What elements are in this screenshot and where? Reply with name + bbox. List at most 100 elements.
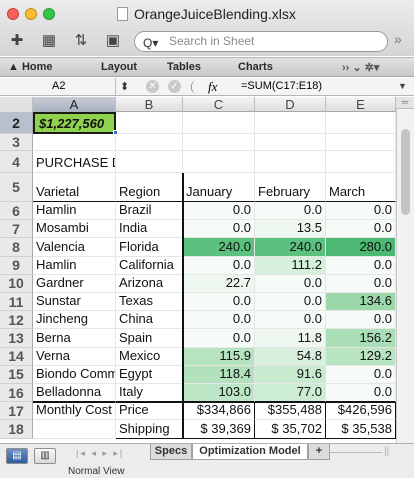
cell-b18[interactable]: Shipping (116, 420, 183, 439)
cell-d7[interactable]: 13.5 (255, 220, 326, 239)
cell-d11[interactable]: 0.0 (255, 293, 326, 312)
cell-e18[interactable]: $ 35,538 (326, 420, 396, 439)
cell-d16[interactable]: 77.0 (255, 384, 326, 403)
normal-view-button[interactable]: ▤ (6, 448, 28, 464)
cell-a8[interactable]: Valencia (33, 238, 116, 257)
cancel-icon[interactable]: ✕ (146, 80, 159, 93)
row-header[interactable]: 14 (0, 347, 33, 366)
templates-icon[interactable]: ▦ (41, 32, 57, 49)
formula-expand-icon[interactable]: ▼ (398, 81, 407, 91)
new-icon[interactable]: ✚ (10, 32, 24, 49)
cell-c15[interactable]: 118.4 (183, 365, 255, 384)
cell-d12[interactable]: 0.0 (255, 311, 326, 330)
cell-c13[interactable]: 0.0 (183, 329, 255, 348)
cell-e7[interactable]: 0.0 (326, 220, 396, 239)
cell-d2[interactable] (255, 112, 326, 134)
cell-b8[interactable]: Florida (116, 238, 183, 257)
cell-c7[interactable]: 0.0 (183, 220, 255, 239)
minimize-window-button[interactable] (25, 8, 37, 20)
row-header[interactable]: 7 (0, 220, 33, 239)
row-header[interactable]: 3 (0, 134, 33, 151)
save-icon[interactable]: ▣ (105, 32, 121, 49)
cell-a9[interactable]: Hamlin (33, 256, 116, 275)
cell-c17[interactable]: $334,866 (183, 402, 255, 421)
cell-b5[interactable]: Region (116, 173, 183, 202)
column-header-b[interactable]: B (116, 97, 183, 112)
sheet-tab-specs[interactable]: Specs (150, 444, 192, 460)
cell-b14[interactable]: Mexico (116, 347, 183, 366)
toolbar-overflow-icon[interactable]: » (394, 31, 402, 47)
cell-d14[interactable]: 54.8 (255, 347, 326, 366)
function-icon[interactable]: fx (208, 79, 218, 94)
cell-b16[interactable]: Italy (116, 384, 183, 403)
cell-e10[interactable]: 0.0 (326, 274, 396, 293)
cell-d8[interactable]: 240.0 (255, 238, 326, 257)
row-header[interactable]: 15 (0, 365, 33, 384)
tab-home[interactable]: ▲ Home (8, 61, 53, 73)
tab-split-handle[interactable]: || (384, 446, 390, 457)
cell-e15[interactable]: 0.0 (326, 365, 396, 384)
vertical-scrollbar[interactable] (396, 109, 414, 443)
cell-c5[interactable]: January (183, 173, 255, 202)
cell-a18[interactable] (33, 420, 116, 439)
row-header[interactable]: 4 (0, 151, 33, 173)
cell-a15[interactable]: Biondo Comm (33, 365, 116, 384)
sheet-navigation-icon[interactable]: |◂ ◂ ▸ ▸| (76, 448, 125, 458)
tab-layout[interactable]: Layout (101, 61, 138, 73)
row-header[interactable]: 5 (0, 173, 33, 202)
cell-b7[interactable]: India (116, 220, 183, 239)
cell-e9[interactable]: 0.0 (326, 256, 396, 275)
cell-c14[interactable]: 115.9 (183, 347, 255, 366)
row-header[interactable]: 10 (0, 274, 33, 293)
cell-b6[interactable]: Brazil (116, 202, 183, 221)
cell-e16[interactable]: 0.0 (326, 384, 396, 403)
cell-b13[interactable]: Spain (116, 329, 183, 348)
name-box-stepper-icon[interactable]: ⬍ (120, 81, 130, 93)
cell-a5[interactable]: Varietal (33, 173, 116, 202)
cell-c11[interactable]: 0.0 (183, 293, 255, 312)
row-header[interactable]: 18 (0, 420, 33, 439)
cell-e14[interactable]: 129.2 (326, 347, 396, 366)
cell-a7[interactable]: Mosambi (33, 220, 116, 239)
cell-a14[interactable]: Verna (33, 347, 116, 366)
cell-c8[interactable]: 240.0 (183, 238, 255, 257)
open-icon[interactable]: ⇅ (74, 32, 88, 49)
cell-a11[interactable]: Sunstar (33, 293, 116, 312)
cell-a2[interactable]: $1,227,560 (33, 112, 116, 134)
cell-b4[interactable] (116, 151, 183, 173)
cell-d10[interactable]: 0.0 (255, 274, 326, 293)
tab-charts[interactable]: Charts (238, 61, 273, 73)
cell-d13[interactable]: 11.8 (255, 329, 326, 348)
cell-d9[interactable]: 111.2 (255, 256, 326, 275)
sheet-tab-optimization-model[interactable]: Optimization Model (192, 444, 308, 460)
cell-c12[interactable]: 0.0 (183, 311, 255, 330)
cell-b17[interactable]: Price (116, 402, 183, 421)
row-header[interactable]: 8 (0, 238, 33, 257)
row-header[interactable]: 17 (0, 402, 33, 421)
cell-c18[interactable]: $ 39,369 (183, 420, 255, 439)
cell-b10[interactable]: Arizona (116, 274, 183, 293)
search-input[interactable]: Q▾ Search in Sheet (134, 31, 388, 52)
column-header-e[interactable]: E (326, 97, 396, 112)
cell-c9[interactable]: 0.0 (183, 256, 255, 275)
row-header[interactable]: 11 (0, 293, 33, 312)
cell-c3[interactable] (183, 134, 255, 151)
cell-e5[interactable]: March (326, 173, 396, 202)
cell-c6[interactable]: 0.0 (183, 202, 255, 221)
cell-c10[interactable]: 22.7 (183, 274, 255, 293)
cell-e4[interactable] (326, 151, 396, 173)
cell-b3[interactable] (116, 134, 183, 151)
cell-c2[interactable] (183, 112, 255, 134)
cell-a16[interactable]: Belladonna (33, 384, 116, 403)
ribbon-options-icon[interactable]: ›› ⌄ ✲▾ (342, 62, 380, 74)
row-header[interactable]: 2 (0, 112, 33, 134)
page-layout-view-button[interactable]: ▥ (34, 448, 56, 464)
cell-d18[interactable]: $ 35,702 (255, 420, 326, 439)
cell-d6[interactable]: 0.0 (255, 202, 326, 221)
cell-c16[interactable]: 103.0 (183, 384, 255, 403)
cell-d3[interactable] (255, 134, 326, 151)
close-window-button[interactable] (7, 8, 19, 20)
cell-a10[interactable]: Gardner (33, 274, 116, 293)
horizontal-scroll-track[interactable] (330, 452, 382, 453)
